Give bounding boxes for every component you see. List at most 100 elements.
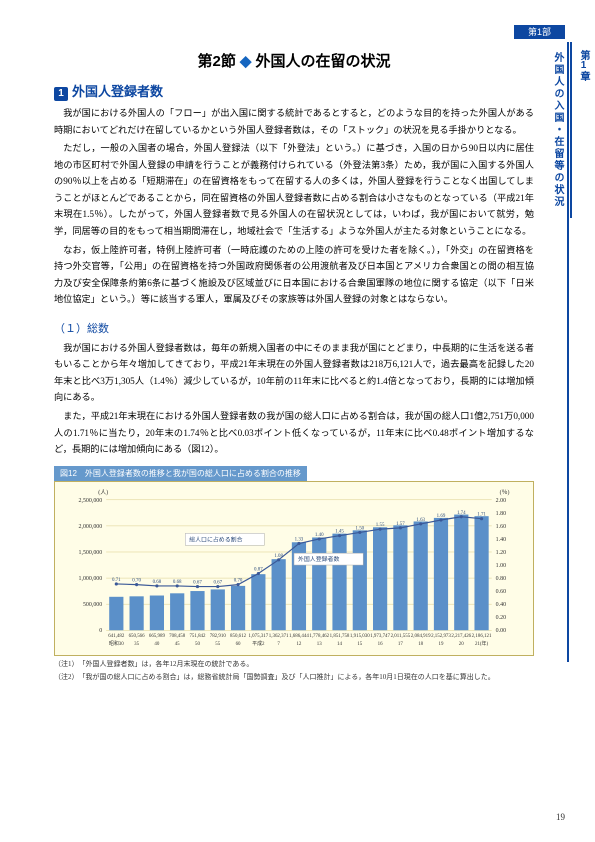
svg-text:昭和30: 昭和30 [109, 640, 124, 647]
svg-text:708,458: 708,458 [169, 634, 186, 639]
chart-note-2: （注2） 「我が国の総人口に占める割合」は，総務省統計局「国勢調査」及び「人口推… [54, 672, 534, 683]
para-1: 我が国における外国人の「フロー」が出入国に関する統計であるとすると，どのような目… [54, 105, 534, 138]
svg-text:2,186,121: 2,186,121 [472, 634, 492, 639]
svg-text:0.67: 0.67 [193, 580, 202, 585]
num-badge-icon: 1 [54, 87, 68, 101]
svg-text:2,000,000: 2,000,000 [79, 524, 103, 530]
svg-text:641,482: 641,482 [108, 634, 125, 639]
legend-bar-text: 外国人登録者数 [298, 555, 340, 563]
heading-1-text: 外国人登録者数 [72, 84, 163, 99]
svg-text:19: 19 [439, 642, 444, 647]
svg-text:0.68: 0.68 [153, 580, 162, 585]
chart-svg: (人) (％) 641,482 650,566665,989708,458751,… [55, 482, 533, 655]
y-right-unit: (％) [500, 489, 510, 496]
subsection-heading: （１）総数 [54, 320, 534, 336]
svg-text:35: 35 [134, 642, 139, 647]
svg-text:1,500,000: 1,500,000 [79, 550, 103, 556]
section-prefix: 第2節 [198, 53, 236, 70]
diamond-icon: ◆ [240, 53, 252, 70]
svg-text:7: 7 [277, 642, 280, 647]
y-left-unit: (人) [98, 489, 108, 496]
svg-text:60: 60 [236, 642, 241, 647]
svg-text:0.80: 0.80 [496, 576, 506, 582]
side-title: 外国人の入国・在留等の状況 [545, 42, 570, 218]
svg-text:1.55: 1.55 [376, 523, 385, 528]
svg-text:1.33: 1.33 [295, 537, 304, 542]
svg-text:0.00: 0.00 [496, 628, 506, 634]
svg-text:1,000,000: 1,000,000 [79, 576, 103, 582]
section-text: 外国人の在留の状況 [255, 53, 390, 70]
svg-text:1.63: 1.63 [416, 518, 425, 523]
svg-text:500,000: 500,000 [83, 602, 102, 608]
svg-text:2,152,973: 2,152,973 [431, 634, 451, 639]
chart-caption: 図12 外国人登録者数の推移と我が国の総人口に占める割合の推移 [54, 466, 307, 481]
svg-text:1,778,462: 1,778,462 [309, 634, 329, 639]
svg-text:13: 13 [317, 642, 322, 647]
svg-text:17: 17 [398, 642, 403, 647]
heading-1: 1 外国人登録者数 [54, 81, 534, 101]
svg-text:12: 12 [296, 642, 301, 647]
svg-text:0.87: 0.87 [254, 567, 263, 572]
svg-text:21(年): 21(年) [475, 640, 489, 647]
svg-text:2,500,000: 2,500,000 [79, 497, 103, 503]
svg-text:0.20: 0.20 [496, 615, 506, 621]
svg-text:2,217,426: 2,217,426 [451, 634, 471, 639]
side-chapter: 第1章 [570, 42, 595, 218]
svg-text:0.70: 0.70 [132, 578, 141, 583]
svg-text:0.60: 0.60 [496, 589, 506, 595]
svg-text:20: 20 [459, 642, 464, 647]
svg-text:55: 55 [215, 642, 220, 647]
svg-text:1.60: 1.60 [496, 524, 506, 530]
svg-text:0: 0 [99, 628, 102, 634]
svg-text:2,011,555: 2,011,555 [391, 634, 411, 639]
svg-text:1.20: 1.20 [496, 550, 506, 556]
svg-text:850,612: 850,612 [230, 634, 247, 639]
part-label: 第1部 [514, 25, 565, 39]
para-3: なお，仮上陸許可者，特例上陸許可者（一時庇護のための上陸の許可を受けた者を除く。… [54, 242, 534, 308]
chart-note-1: （注1） 「外国人登録者数」は，各年12月末現在の統計である。 [54, 659, 534, 670]
svg-text:0.71: 0.71 [112, 578, 121, 583]
svg-text:665,989: 665,989 [149, 634, 166, 639]
svg-text:1.57: 1.57 [396, 522, 405, 527]
para-4: 我が国における外国人登録者数は，毎年の新規入国者の中にそのまま我が国にとどまり，… [54, 340, 534, 406]
svg-text:1.71: 1.71 [477, 512, 486, 517]
svg-text:1.40: 1.40 [315, 533, 324, 538]
svg-text:1,686,444: 1,686,444 [289, 634, 309, 639]
svg-text:18: 18 [418, 642, 423, 647]
svg-text:2,084,919: 2,084,919 [411, 634, 431, 639]
svg-text:1.40: 1.40 [496, 537, 506, 543]
page-number: 19 [556, 812, 565, 822]
svg-text:1.50: 1.50 [355, 526, 364, 531]
svg-text:1,362,371: 1,362,371 [269, 634, 289, 639]
svg-text:15: 15 [357, 642, 362, 647]
svg-text:1.80: 1.80 [496, 511, 506, 517]
svg-text:平成2: 平成2 [252, 640, 265, 647]
svg-text:1,075,317: 1,075,317 [248, 634, 268, 639]
svg-text:751,842: 751,842 [189, 634, 206, 639]
svg-text:782,910: 782,910 [210, 634, 227, 639]
svg-text:1.69: 1.69 [437, 514, 446, 519]
svg-text:1.45: 1.45 [335, 529, 344, 534]
svg-text:1,973,747: 1,973,747 [370, 634, 390, 639]
svg-text:14: 14 [337, 642, 342, 647]
svg-text:45: 45 [175, 642, 180, 647]
svg-text:1.00: 1.00 [496, 563, 506, 569]
svg-text:650,566: 650,566 [129, 634, 146, 639]
svg-text:1.74: 1.74 [457, 510, 466, 515]
svg-text:1,851,758: 1,851,758 [330, 634, 350, 639]
section-title: 第2節◆外国人の在留の状況 [54, 50, 534, 71]
svg-text:16: 16 [378, 642, 383, 647]
main-content: 第2節◆外国人の在留の状況 1 外国人登録者数 我が国における外国人の「フロー」が… [54, 50, 534, 683]
svg-text:50: 50 [195, 642, 200, 647]
para-2: ただし，一般の入国者の場合，外国人登録法（以下「外登法」という。）に基づき，入国… [54, 140, 534, 239]
svg-text:2.00: 2.00 [496, 497, 506, 503]
side-tab: 第1章 外国人の入国・在留等の状況 [571, 42, 595, 218]
chart: (人) (％) 641,482 650,566665,989708,458751,… [54, 481, 534, 656]
para-5: また，平成21年末現在における外国人登録者数の我が国の総人口に占める割合は，我が… [54, 408, 534, 458]
svg-text:1,915,030: 1,915,030 [350, 634, 370, 639]
legend-line-text: 総人口に占める割合 [189, 535, 242, 543]
svg-text:40: 40 [154, 642, 159, 647]
svg-text:0.40: 0.40 [496, 602, 506, 608]
svg-text:0.67: 0.67 [213, 580, 222, 585]
svg-text:1.08: 1.08 [274, 554, 283, 559]
